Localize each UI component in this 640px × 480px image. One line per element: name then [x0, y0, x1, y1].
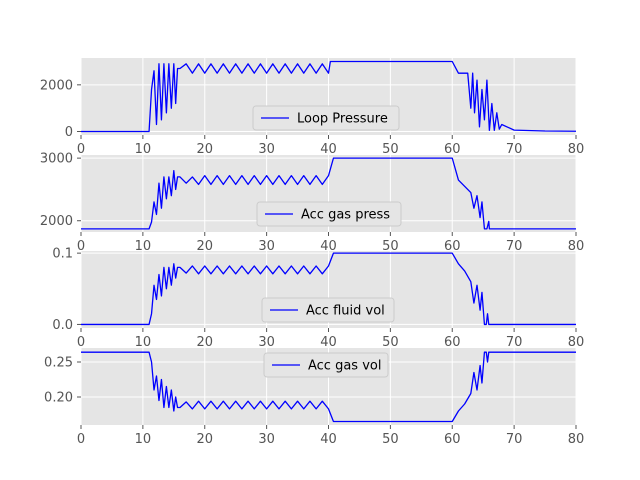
- series-line-1: [81, 60, 577, 133]
- legend-label: Loop Pressure: [297, 112, 388, 127]
- y-tick-label: 2000: [40, 78, 73, 93]
- legend: Acc gas vol: [263, 352, 389, 378]
- x-tick-label: 60: [444, 432, 461, 447]
- y-tick-label: 0.20: [44, 391, 73, 406]
- x-tick-label: 10: [135, 432, 152, 447]
- x-tick-label: 0: [77, 432, 85, 447]
- y-tick-label: 0.25: [44, 356, 73, 371]
- x-tick-label: 10: [135, 239, 152, 254]
- x-tick-label: 80: [568, 432, 585, 447]
- x-tick-label: 40: [320, 335, 337, 350]
- y-tick-label: 0: [65, 125, 73, 140]
- x-tick-label: 20: [196, 432, 213, 447]
- legend: Loop Pressure: [252, 105, 400, 131]
- legend-label: Acc gas vol: [308, 359, 381, 374]
- x-tick-label: 40: [320, 142, 337, 157]
- legend-box: [256, 201, 402, 227]
- series-line-1: [81, 252, 576, 326]
- x-tick-label: 40: [320, 239, 337, 254]
- legend-label: Acc fluid vol: [306, 304, 385, 319]
- x-tick-label: 80: [568, 239, 585, 254]
- chart-panel-2: 0 10 20 30 40 50 60 70 80 2000 3000 Acc gas press: [40, 152, 584, 254]
- y-tick-label: 3000: [40, 152, 73, 167]
- x-tick-label: 20: [196, 335, 213, 350]
- x-tick-label: 30: [258, 142, 275, 157]
- legend-label: Acc gas press: [301, 208, 390, 223]
- x-tick-label: 70: [506, 239, 523, 254]
- x-tick-label: 70: [506, 142, 523, 157]
- x-tick-label: 80: [568, 335, 585, 350]
- x-tick-label: 80: [568, 142, 585, 157]
- series-line-1: [81, 157, 576, 230]
- chart-panel-4: 0 10 20 30 40 50 60 70 80 0.20 0.25 Acc gas vol: [44, 348, 584, 447]
- legend-box: [261, 297, 395, 323]
- x-tick-label: 0: [77, 335, 85, 350]
- x-tick-label: 60: [444, 142, 461, 157]
- x-tick-label: 20: [196, 239, 213, 254]
- y-tick-label: 0.0: [52, 318, 73, 333]
- chart-panel-3: 0 10 20 30 40 50 60 70 80 0.0 0.1 Acc fluid vol: [52, 247, 584, 350]
- x-tick-label: 0: [77, 239, 85, 254]
- series-line-1: [81, 351, 576, 423]
- y-tick-label: 0.1: [52, 247, 73, 262]
- x-tick-label: 50: [382, 142, 399, 157]
- x-tick-label: 50: [382, 335, 399, 350]
- legend-box: [263, 352, 389, 378]
- legend-box: [252, 105, 400, 131]
- x-tick-label: 20: [196, 142, 213, 157]
- x-tick-label: 10: [135, 335, 152, 350]
- x-tick-label: 30: [258, 239, 275, 254]
- x-tick-label: 50: [382, 432, 399, 447]
- x-tick-label: 30: [258, 432, 275, 447]
- x-tick-label: 10: [135, 142, 152, 157]
- x-tick-label: 30: [258, 335, 275, 350]
- x-tick-label: 50: [382, 239, 399, 254]
- x-tick-label: 0: [77, 142, 85, 157]
- x-tick-label: 70: [506, 335, 523, 350]
- x-tick-label: 40: [320, 432, 337, 447]
- x-tick-label: 60: [444, 335, 461, 350]
- x-tick-label: 60: [444, 239, 461, 254]
- y-tick-label: 2000: [40, 214, 73, 229]
- legend: Acc fluid vol: [261, 297, 395, 323]
- x-tick-label: 70: [506, 432, 523, 447]
- legend: Acc gas press: [256, 201, 402, 227]
- chart-panel-1: 0 10 20 30 40 50 60 70 80 0 2000 Loop Pressure: [40, 58, 584, 157]
